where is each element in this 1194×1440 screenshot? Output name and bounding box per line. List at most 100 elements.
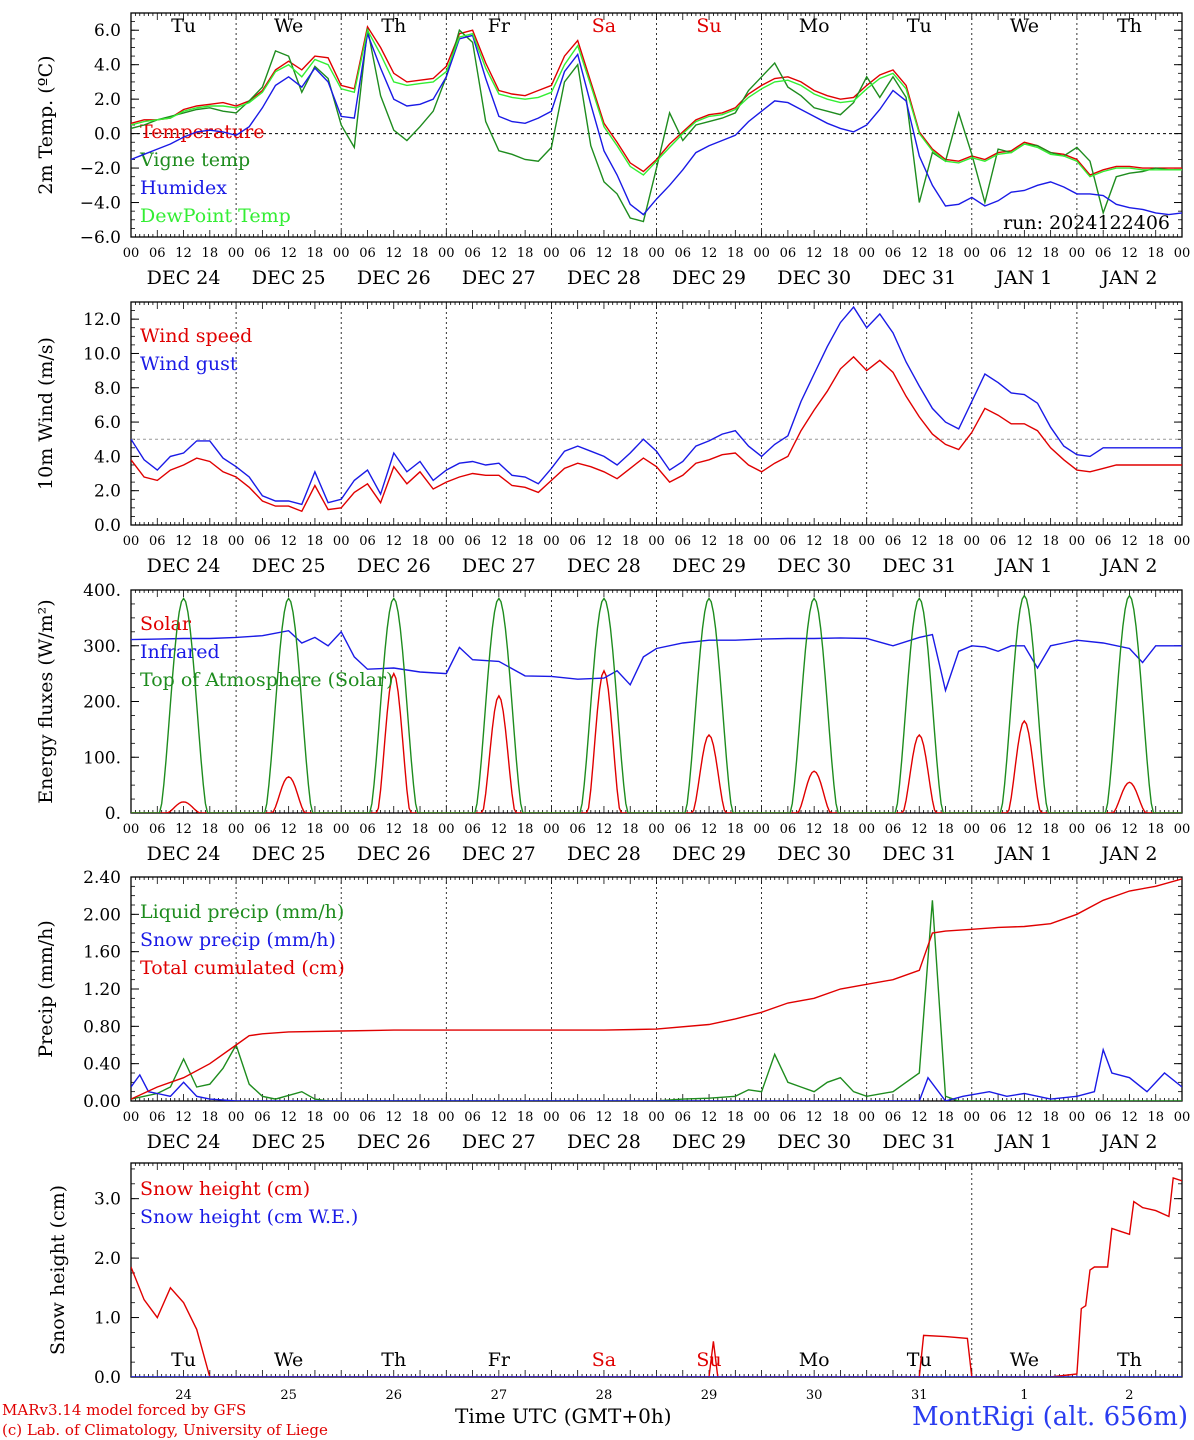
- hour-label: 06: [885, 246, 902, 261]
- day-name-label: Th: [1117, 1349, 1142, 1371]
- date-label: JAN 2: [1099, 555, 1157, 577]
- legend-series-wind-gust: Wind gust: [140, 353, 238, 375]
- hour-label: 00: [1069, 1110, 1086, 1125]
- hour-label: 18: [517, 246, 534, 261]
- hour-label: 06: [885, 1110, 902, 1125]
- hour-label: 00: [1174, 822, 1191, 837]
- hour-label: 00: [858, 1110, 875, 1125]
- legend-series-temperature: Temperature: [140, 121, 264, 143]
- hour-label: 00: [543, 1110, 560, 1125]
- date-label: DEC 26: [357, 267, 431, 289]
- hour-label: 12: [701, 246, 718, 261]
- hour-label: 18: [1042, 822, 1059, 837]
- date-label: DEC 24: [147, 267, 221, 289]
- hour-label: 06: [990, 822, 1007, 837]
- legend-series-solar: Solar: [140, 613, 192, 635]
- hour-label: 18: [412, 822, 429, 837]
- hour-label: 06: [675, 534, 692, 549]
- hour-label: 06: [149, 246, 166, 261]
- y-tick-label: 2.0: [94, 482, 121, 502]
- hour-label: 06: [675, 822, 692, 837]
- hour-label: 12: [280, 246, 297, 261]
- day-name-label: Fr: [488, 1349, 511, 1371]
- date-label: DEC 28: [567, 555, 641, 577]
- date-label: JAN 1: [994, 555, 1052, 577]
- day-name-label: Th: [381, 15, 406, 37]
- y-tick-label: 4.0: [94, 447, 121, 467]
- hour-label: 00: [228, 822, 245, 837]
- y-tick-label: 1.60: [83, 943, 121, 963]
- hour-label: 00: [964, 534, 981, 549]
- hour-label: 06: [464, 1110, 481, 1125]
- hour-label: 12: [911, 246, 928, 261]
- hour-label: 18: [307, 1110, 324, 1125]
- y-tick-label: 200.: [83, 693, 121, 713]
- hour-label: 18: [517, 534, 534, 549]
- hour-label: 12: [806, 246, 823, 261]
- day-name-label: Tu: [171, 1349, 196, 1371]
- date-label: JAN 2: [1099, 1131, 1157, 1153]
- day-name-label: We: [1010, 15, 1039, 37]
- hour-label: 00: [123, 246, 140, 261]
- hour-label: 18: [517, 822, 534, 837]
- hour-label: 18: [727, 246, 744, 261]
- credit-line-2: (c) Lab. of Climatology, University of L…: [2, 1421, 328, 1439]
- hour-label: 06: [780, 246, 797, 261]
- day-number-label: 29: [701, 1388, 718, 1403]
- series-snow-height-cm: [131, 1176, 1182, 1377]
- y-tick-label: 12.0: [83, 310, 121, 330]
- legend-series-total-cumulated-cm: Total cumulated (cm): [140, 957, 345, 979]
- hour-label: 12: [911, 1110, 928, 1125]
- hour-label: 18: [1042, 246, 1059, 261]
- hour-label: 06: [1095, 822, 1112, 837]
- y-axis-label: Snow height (cm): [47, 1185, 69, 1355]
- date-label: DEC 27: [462, 267, 536, 289]
- legend-series-snow-height-cm: Snow height (cm): [140, 1178, 310, 1200]
- hour-label: 18: [202, 246, 219, 261]
- date-label: DEC 31: [882, 843, 956, 865]
- hour-label: 12: [385, 246, 402, 261]
- hour-label: 00: [438, 1110, 455, 1125]
- day-name-label: We: [1010, 1349, 1039, 1371]
- y-tick-label: 0.0: [94, 1368, 121, 1388]
- legend-series-snow-height-cm-w-e: Snow height (cm W.E.): [140, 1206, 358, 1228]
- hour-label: 12: [911, 534, 928, 549]
- hour-label: 06: [780, 1110, 797, 1125]
- hour-label: 18: [727, 822, 744, 837]
- y-tick-label: 0.0: [94, 125, 121, 145]
- hour-label: 00: [228, 246, 245, 261]
- hour-label: 12: [596, 246, 613, 261]
- series-dewpoint-temp: [131, 28, 1182, 178]
- y-tick-label: 3.0: [94, 1190, 121, 1210]
- hour-label: 00: [858, 534, 875, 549]
- hour-label: 18: [1147, 534, 1164, 549]
- y-tick-label: 2.40: [83, 868, 121, 888]
- hour-label: 18: [517, 1110, 534, 1125]
- day-number-label: 2: [1125, 1388, 1133, 1403]
- hour-label: 00: [543, 822, 560, 837]
- y-tick-label: 0.40: [83, 1055, 121, 1075]
- date-label: DEC 29: [672, 555, 746, 577]
- hour-label: 18: [832, 822, 849, 837]
- hour-label: 18: [1147, 246, 1164, 261]
- date-label: DEC 26: [357, 555, 431, 577]
- hour-label: 06: [464, 534, 481, 549]
- day-name-label: Sa: [592, 1349, 616, 1371]
- series-humidex: [131, 30, 1182, 216]
- hour-label: 00: [123, 534, 140, 549]
- day-name-label: Sa: [592, 15, 616, 37]
- hour-label: 00: [1174, 534, 1191, 549]
- y-tick-label: 300.: [83, 637, 121, 657]
- hour-label: 06: [885, 822, 902, 837]
- y-tick-label: 6.0: [94, 21, 121, 41]
- hour-label: 06: [1095, 246, 1112, 261]
- hour-label: 06: [675, 246, 692, 261]
- day-number-label: 30: [806, 1388, 823, 1403]
- day-name-label: Tu: [171, 15, 196, 37]
- series-infrared: [131, 629, 1182, 693]
- hour-label: 06: [359, 246, 376, 261]
- hour-label: 06: [569, 534, 586, 549]
- hour-label: 12: [1016, 246, 1033, 261]
- hour-label: 06: [254, 246, 271, 261]
- date-label: DEC 31: [882, 1131, 956, 1153]
